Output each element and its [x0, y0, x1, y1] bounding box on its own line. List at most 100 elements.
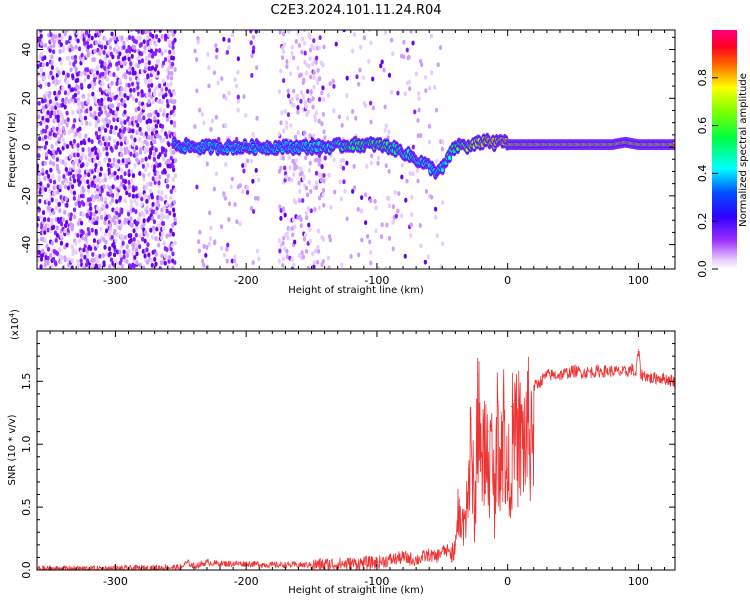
noise-speck [98, 87, 102, 93]
noise-speck [73, 143, 77, 149]
noise-speck [73, 92, 78, 98]
noise-speck [43, 134, 48, 140]
noise-speck [223, 195, 228, 201]
noise-speck [108, 62, 113, 68]
noise-speck [292, 172, 296, 177]
noise-speck [97, 161, 102, 166]
noise-speck [110, 80, 114, 86]
noise-speck [438, 45, 443, 51]
noise-speck [400, 162, 405, 168]
noise-speck [107, 87, 112, 93]
colorbar-tick-label: 0.0 [696, 260, 709, 278]
noise-speck [154, 34, 159, 39]
noise-speck [416, 91, 421, 96]
noise-speck [71, 110, 75, 116]
noise-speck [72, 160, 76, 166]
noise-speck [222, 191, 226, 197]
noise-speck [110, 31, 114, 37]
noise-speck [101, 253, 106, 259]
noise-speck [95, 168, 100, 173]
noise-speck [41, 105, 45, 111]
noise-speck [55, 163, 59, 169]
noise-speck [233, 202, 237, 207]
noise-speck [129, 265, 133, 269]
noise-speck [46, 110, 50, 115]
noise-speck [91, 194, 95, 199]
noise-speck [123, 217, 127, 223]
noise-speck [160, 196, 164, 202]
noise-speck [38, 198, 42, 204]
noise-speck [296, 130, 300, 135]
noise-speck [160, 87, 164, 93]
noise-speck [65, 156, 69, 161]
noise-speck [172, 112, 176, 118]
noise-speck [145, 92, 149, 98]
noise-speck [135, 247, 139, 253]
noise-speck [141, 30, 145, 35]
noise-speck [70, 55, 75, 61]
noise-speck [321, 62, 325, 68]
noise-speck [147, 127, 151, 132]
noise-speck [76, 147, 80, 152]
noise-speck [40, 41, 44, 46]
noise-speck [304, 248, 309, 254]
noise-speck [249, 40, 253, 46]
noise-speck [376, 155, 381, 161]
noise-speck [128, 128, 133, 134]
noise-speck [87, 93, 91, 98]
noise-speck [54, 198, 59, 204]
xtick-label: 0 [504, 274, 511, 287]
noise-speck [402, 39, 406, 45]
noise-speck [135, 260, 139, 266]
snr-point [193, 565, 195, 567]
noise-speck [360, 237, 364, 243]
noise-speck [308, 227, 312, 233]
noise-speck [166, 183, 170, 189]
noise-speck [94, 40, 98, 45]
noise-speck [256, 196, 260, 201]
noise-speck [142, 218, 146, 224]
xtick-label: -200 [234, 274, 259, 287]
noise-speck [302, 236, 307, 242]
noise-speck [281, 155, 286, 161]
noise-speck [136, 84, 140, 90]
noise-speck [125, 36, 129, 42]
noise-speck [411, 171, 415, 177]
noise-speck [108, 45, 113, 51]
noise-speck [116, 192, 120, 198]
noise-speck [61, 45, 66, 51]
noise-speck [72, 207, 77, 213]
noise-speck [76, 152, 80, 158]
noise-speck [63, 119, 67, 125]
noise-speck [323, 155, 327, 161]
noise-speck [158, 30, 162, 34]
noise-speck [327, 172, 331, 178]
noise-speck [159, 212, 164, 218]
noise-speck [58, 208, 62, 214]
noise-speck [74, 131, 78, 137]
noise-speck [50, 197, 54, 203]
noise-speck [163, 169, 167, 175]
noise-speck [77, 46, 82, 52]
noise-speck [169, 119, 174, 125]
noise-speck [308, 35, 312, 40]
noise-speck [88, 215, 92, 221]
noise-speck [133, 198, 137, 203]
noise-speck [125, 244, 129, 250]
noise-speck [87, 137, 91, 143]
noise-speck [51, 161, 56, 167]
noise-speck [149, 78, 153, 84]
noise-speck [214, 114, 218, 120]
noise-speck [53, 90, 57, 96]
noise-speck [103, 244, 107, 250]
noise-speck [411, 144, 415, 150]
noise-speck [140, 51, 144, 57]
noise-speck [162, 240, 166, 246]
noise-speck [156, 70, 160, 76]
noise-speck [123, 61, 127, 67]
noise-speck [108, 72, 113, 78]
noise-speck [141, 248, 146, 254]
noise-speck [418, 223, 422, 228]
noise-speck [57, 169, 61, 175]
